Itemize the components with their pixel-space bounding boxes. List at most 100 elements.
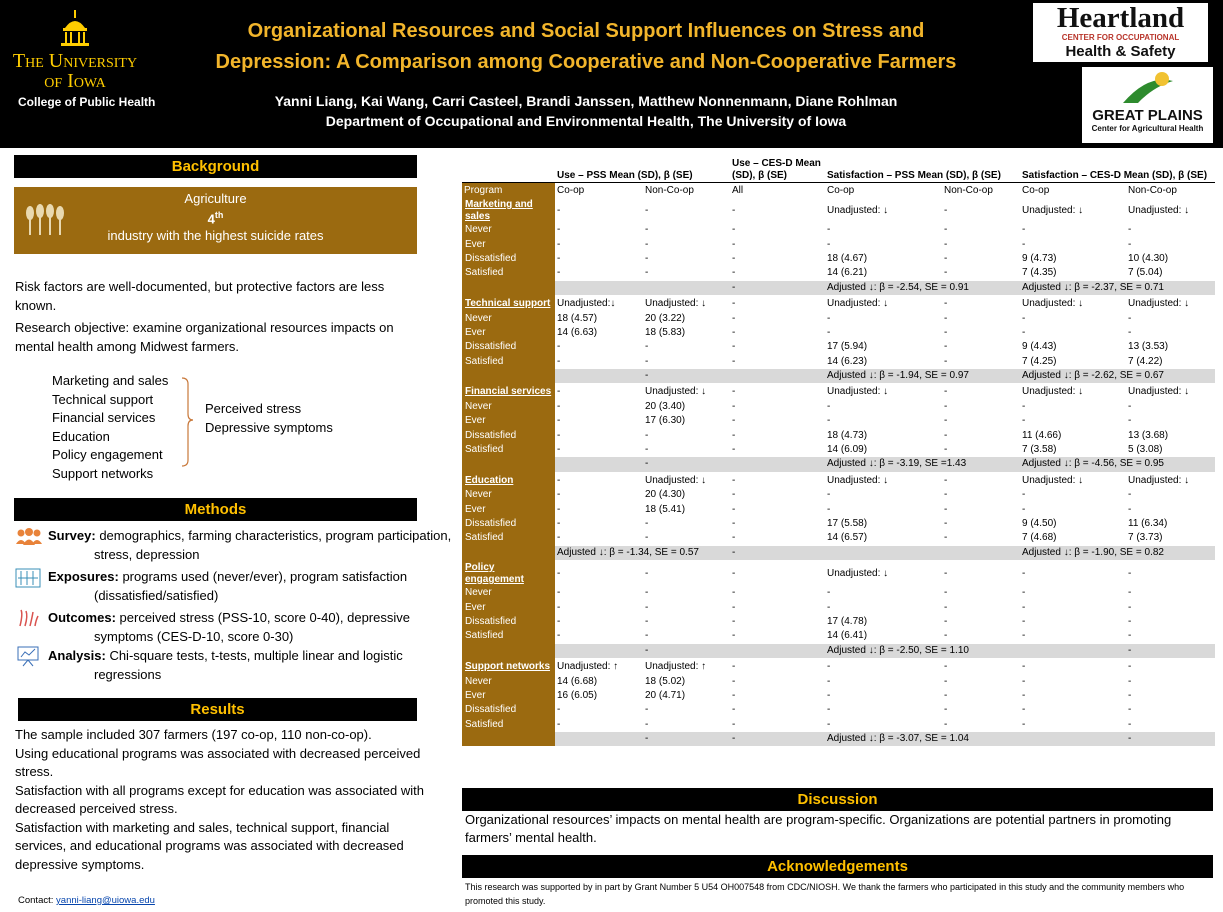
table-cell: -	[557, 224, 561, 236]
table-cell: 17 (5.58)	[827, 518, 868, 529]
method-item: Survey: demographics, farming characteri…	[48, 526, 456, 564]
table-cell: -	[1022, 503, 1026, 515]
table-cell	[1126, 368, 1216, 384]
table-cell: Unadjusted: ↓	[1128, 474, 1190, 486]
table-row: Satisfied - - -14 (6.23) -7 (4.25) 7 (4.22)	[462, 354, 1215, 369]
row-label: Satisfied	[462, 629, 555, 644]
table-cell: -	[645, 704, 649, 716]
table-row: Never 14 (6.68) 18 (5.02) - - - - -	[462, 674, 1215, 689]
row-label: Financial services	[462, 383, 555, 400]
table-cell: -	[557, 615, 561, 627]
table-cell: -	[732, 630, 736, 642]
contact: Contact: yanni-liang@uiowa.edu	[18, 895, 155, 906]
table-cell: 18 (4.57)	[557, 312, 598, 324]
authors: Yanni Liang, Kai Wang, Carri Casteel, Br…	[274, 93, 898, 109]
group-header: Satisfaction – PSS Mean (SD), β (SE)	[825, 154, 1021, 183]
table-row: - Adjusted ↓: β = -3.19, SE =1.43 Adjusted…	[462, 457, 1216, 472]
exposure-list: Marketing and sales Technical support Fina…	[52, 372, 168, 484]
table-cell: -	[827, 415, 831, 427]
table-cell: -	[827, 601, 831, 613]
exposure: Financial services	[52, 410, 156, 426]
table-cell: 9 (4.50)	[1022, 518, 1057, 529]
table-cell: -	[732, 312, 736, 324]
row-label	[462, 731, 555, 747]
table-cell: -	[1022, 489, 1026, 501]
row-label: Policy engagement	[462, 559, 555, 586]
table-row: Ever -18 (5.41) - - - - -	[462, 502, 1215, 517]
header: The University of Iowa College of Public…	[0, 0, 1223, 148]
logo-text: GREAT PLAINS	[1092, 107, 1203, 124]
dome-icon	[61, 10, 89, 46]
table-row: Dissatisfied - - -17 (5.94) -9 (4.43) 13 (3.5…	[462, 340, 1215, 355]
table-row: - Adjusted ↓: β = -2.54, SE = 0.91 Adjuste…	[462, 280, 1216, 295]
table-cell: 7 (3.73)	[1128, 532, 1163, 544]
table-cell: 18 (5.83)	[645, 326, 686, 338]
table-cell	[730, 457, 825, 472]
row-label: Never	[462, 585, 555, 601]
column-header: Non-Co-op	[1128, 185, 1177, 196]
table-cell: Unadjusted: ↓	[827, 567, 889, 579]
table-cell: 14 (6.09)	[827, 444, 868, 456]
table-cell	[1126, 545, 1216, 560]
table-cell: -	[732, 224, 736, 236]
column-header: All	[732, 185, 744, 196]
table-cell: -	[732, 661, 736, 673]
row-label: Satisfied	[462, 531, 555, 546]
method-text: perceived stress (PSS-10, score 0-40), d…	[94, 610, 410, 644]
table-cell: -	[944, 704, 948, 716]
table-cell: -	[1022, 415, 1026, 427]
table-row: - Adjusted ↓: β = -1.94, SE = 0.97 Adjuste…	[462, 368, 1216, 384]
table-cell: 20 (3.22)	[645, 312, 686, 324]
table-cell	[942, 731, 1021, 747]
table-cell	[1020, 643, 1127, 658]
table-cell: -	[732, 689, 736, 701]
row-label: Support networks	[462, 657, 555, 675]
table-cell: -	[732, 444, 736, 456]
table-cell	[942, 457, 1021, 472]
table-cell: -	[1128, 312, 1132, 324]
table-cell: -	[645, 252, 649, 264]
table-cell: -	[732, 298, 736, 310]
table-cell: -	[944, 567, 948, 579]
table-cell: Adjusted ↓: β = -2.62, SE = 0.67	[1020, 368, 1164, 384]
table-cell: -	[944, 400, 948, 412]
table-cell: Unadjusted: ↑	[557, 661, 619, 673]
header-row: Program Co-op Non-Co-op All Co-op Non-Co-op Co…	[462, 182, 1215, 197]
table-cell: Adjusted ↓: β = -3.19, SE =1.43	[825, 457, 966, 472]
table-cell: -	[944, 205, 948, 216]
row-label	[462, 368, 555, 384]
table-cell: -	[732, 601, 736, 613]
table-cell: -	[1128, 567, 1132, 579]
table-cell: -	[827, 489, 831, 501]
table-cell: -	[944, 341, 948, 353]
table-cell: -	[645, 567, 649, 579]
method-item: Outcomes: perceived stress (PSS-10, scor…	[48, 608, 456, 646]
row-label: Satisfied	[462, 717, 555, 732]
outcome: Perceived stress	[205, 401, 302, 416]
table-row: Support networks Unadjusted: ↑ Unadjusted:…	[462, 657, 1215, 675]
table-cell: -	[944, 474, 948, 486]
table-cell: -	[645, 224, 649, 236]
row-label: Education	[462, 471, 555, 489]
table-cell: 14 (6.68)	[557, 675, 598, 687]
table-cell: -	[827, 718, 831, 730]
table-cell: -	[645, 429, 649, 441]
exposure: Policy engagement	[52, 447, 163, 463]
table-cell: -	[557, 630, 561, 642]
outcomes-icon	[19, 609, 39, 627]
table-cell: -	[732, 474, 736, 486]
email-link[interactable]: yanni-liang@uiowa.edu	[56, 895, 155, 906]
method-text: programs used (never/ever), program sati…	[94, 569, 408, 603]
table-cell: -	[645, 615, 649, 627]
paragraph: Using educational programs was associate…	[15, 745, 421, 780]
table-cell: -	[557, 386, 561, 398]
table-cell: -	[645, 341, 649, 353]
table-cell: -	[645, 532, 649, 544]
table-cell: -	[944, 444, 948, 456]
table-cell: -	[827, 238, 831, 250]
table-cell	[1020, 731, 1127, 747]
table-cell: -	[827, 312, 831, 324]
row-label: Ever	[462, 325, 555, 341]
table-cell: 7 (4.22)	[1128, 355, 1163, 367]
table-body: Use – PSS Mean (SD), β (SE) Use – CES-D M…	[462, 154, 1216, 747]
